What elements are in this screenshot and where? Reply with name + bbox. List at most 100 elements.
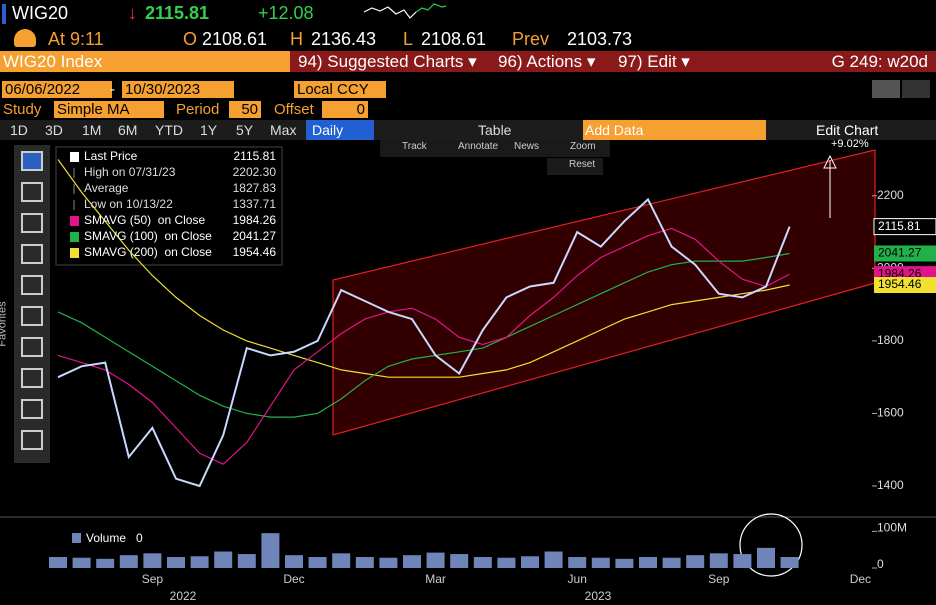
edit-chart[interactable]: Edit Chart (816, 122, 879, 138)
prev: 2103.73 (567, 29, 633, 49)
tool-icon[interactable] (21, 275, 43, 295)
end-date[interactable]: 10/30/2023 (122, 81, 234, 98)
value-tag: 1984.26 (878, 266, 922, 280)
volume-bar (544, 551, 563, 568)
arrow: ↓ (128, 3, 137, 23)
tool-button[interactable]: Reset (569, 159, 596, 170)
period-button[interactable]: YTD (155, 122, 183, 138)
value-tag-bg (873, 218, 936, 236)
legend-swatch (70, 152, 79, 162)
volume-bar (568, 557, 587, 568)
legend-value: 1337.71 (233, 197, 277, 211)
tool-icon[interactable] (21, 399, 43, 419)
legend-label: Average (84, 181, 129, 195)
tool-button[interactable]: News (514, 141, 540, 152)
volume-legend-swatch (72, 533, 81, 543)
volume-bar (96, 558, 115, 568)
legend-swatch (70, 232, 79, 242)
volume-bar (780, 557, 799, 568)
x-tick-label: Sep (142, 572, 164, 586)
value-tag-bg (874, 245, 936, 262)
tool-icon[interactable] (21, 337, 43, 357)
reset-box[interactable] (547, 158, 603, 175)
legend-label: SMAVG (200) on Close (84, 245, 212, 259)
period-button[interactable]: 3D (45, 122, 63, 138)
tool-button[interactable]: Annotate (458, 141, 499, 152)
change: +12.08 (258, 3, 314, 23)
x-tick-label: Mar (425, 572, 446, 586)
annotation: +9.02% (831, 138, 869, 150)
x-tick-label: Dec (283, 572, 304, 586)
redo[interactable] (902, 80, 930, 98)
frequency-bg (306, 120, 374, 140)
legend-value: 2115.81 (234, 149, 277, 163)
period-button[interactable]: 6M (118, 122, 138, 138)
period-button[interactable]: 5Y (236, 122, 254, 138)
y-tick-label: 1800 (877, 333, 904, 347)
menu-item[interactable]: 96) Actions ▾ (498, 52, 596, 71)
volume-tick-label: 100M (877, 521, 907, 535)
table-button[interactable]: Table (478, 122, 512, 138)
legend-value: 1827.83 (233, 181, 277, 195)
frequency[interactable]: Daily (312, 122, 344, 138)
volume-bar (49, 557, 67, 568)
period[interactable]: 50 (229, 101, 261, 118)
series-line (57, 252, 790, 418)
stats-bar: At 9:11 O 2108.61 H 2136.43 L 2108.61 Pr… (0, 27, 936, 51)
security-box[interactable]: WIG20 Index (0, 51, 290, 72)
volume-legend: Volume (86, 531, 126, 545)
sparkline (363, 3, 447, 19)
menu-item[interactable]: 97) Edit ▾ (618, 52, 690, 71)
x-tick-label: Dec (850, 572, 871, 586)
offset[interactable]: 0 (322, 101, 368, 118)
tool-icon[interactable] (21, 306, 43, 326)
last-price: 2115.81 (145, 3, 210, 23)
add-data-box[interactable] (583, 120, 766, 140)
volume-bar (757, 547, 775, 568)
volume-bar (497, 557, 516, 568)
series-line (57, 159, 790, 378)
ticker: WIG20 (12, 3, 69, 23)
add-data[interactable]: Add Data (585, 122, 644, 138)
volume-bar (379, 557, 398, 568)
high: 2136.43 (311, 29, 377, 49)
tool-button[interactable]: Zoom (570, 141, 596, 152)
period-button[interactable]: Max (270, 122, 297, 138)
period-button[interactable]: 1D (10, 122, 28, 138)
volume-tick-label: 0 (877, 557, 884, 571)
legend-box (55, 146, 283, 266)
volume-bar (214, 551, 233, 568)
tool-icon[interactable] (21, 151, 43, 171)
volume-bar (403, 555, 421, 568)
quote-bar: WIG20 ↓ 2115.81 +12.08 (0, 0, 936, 27)
volume-bar (167, 557, 185, 568)
x-year-label: 2022 (170, 589, 197, 603)
value-tag: 1954.46 (878, 277, 922, 291)
tool-icon[interactable] (21, 430, 43, 450)
tool-icon[interactable] (21, 368, 43, 388)
menu-item[interactable]: 94) Suggested Charts ▾ (298, 52, 477, 71)
clock-icon (14, 29, 36, 47)
period-button[interactable]: 1Y (200, 122, 218, 138)
legend-label: SMAVG (100) on Close (84, 229, 212, 243)
tool-icon[interactable] (21, 244, 43, 264)
volume-bar (237, 554, 256, 568)
low: 2108.61 (421, 29, 487, 49)
highlight-circle (739, 513, 803, 577)
tool-icon[interactable] (21, 182, 43, 202)
x-tick-label: Sep (708, 572, 730, 586)
volume-bar (261, 533, 280, 568)
study-label: Study (3, 101, 42, 118)
tool-button[interactable]: Track (402, 141, 427, 152)
period-button[interactable]: 1M (82, 122, 102, 138)
volume-bar (639, 557, 657, 568)
volume-bar (285, 555, 303, 568)
high-label: H (290, 29, 303, 49)
currency[interactable]: Local CCY (294, 81, 386, 98)
study-type[interactable]: Simple MA (54, 101, 164, 118)
tool-icon[interactable] (21, 213, 43, 233)
volume-bar (190, 556, 209, 568)
undo[interactable] (872, 80, 900, 98)
start-date[interactable]: 06/06/2022 (2, 81, 112, 98)
